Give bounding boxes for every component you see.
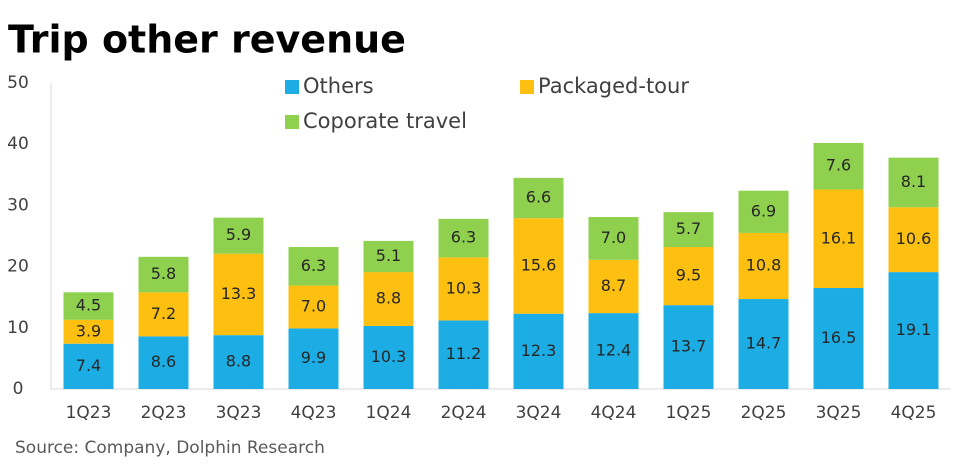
bar-segment	[588, 259, 639, 314]
bar-segment	[588, 217, 639, 260]
bar-segment	[588, 313, 639, 389]
value-label: 13.7	[671, 337, 707, 356]
legend-swatch	[285, 115, 299, 129]
bar-segment	[363, 240, 414, 273]
bar-segment	[63, 343, 114, 389]
value-label: 7.2	[151, 304, 176, 323]
x-tick-label: 1Q24	[366, 403, 412, 423]
value-label: 19.1	[896, 320, 932, 339]
bar-segment	[663, 305, 714, 389]
value-label: 6.3	[451, 228, 476, 247]
x-tick-label: 1Q23	[66, 403, 112, 423]
value-label: 8.8	[376, 289, 401, 308]
legend-swatch	[285, 80, 299, 94]
value-label: 6.6	[526, 188, 551, 207]
value-label: 8.7	[601, 276, 626, 295]
value-label: 10.8	[746, 255, 782, 274]
x-tick-label: 3Q23	[216, 403, 262, 423]
bar-segment	[138, 256, 189, 293]
value-label: 5.9	[226, 225, 251, 244]
bar-segment	[663, 212, 714, 248]
bar-segment	[438, 257, 489, 321]
y-tick-label: 10	[7, 318, 29, 338]
legend-label: Others	[303, 74, 374, 98]
value-label: 14.7	[746, 334, 782, 353]
x-tick-label: 2Q25	[741, 403, 787, 423]
value-label: 8.1	[901, 172, 926, 191]
bar-segment	[63, 292, 114, 320]
bar-segment	[738, 299, 789, 389]
value-label: 12.3	[521, 341, 557, 360]
bar-segment	[888, 157, 939, 208]
value-label: 5.1	[376, 246, 401, 265]
x-tick-label: 1Q25	[666, 403, 712, 423]
bar-segment	[438, 320, 489, 389]
x-tick-label: 4Q24	[591, 403, 637, 423]
bar-segment	[813, 142, 864, 190]
value-label: 7.0	[601, 228, 626, 247]
value-label: 8.6	[151, 352, 176, 371]
x-tick-label: 2Q24	[441, 403, 487, 423]
bar-segment	[813, 288, 864, 389]
value-label: 13.3	[221, 284, 257, 303]
y-tick-label: 40	[7, 134, 29, 154]
bar-segment	[513, 177, 564, 219]
value-label: 7.6	[826, 156, 851, 175]
x-tick-label: 3Q25	[816, 403, 862, 423]
bar-segment	[738, 232, 789, 300]
bar-segment	[513, 313, 564, 389]
value-label: 3.9	[76, 321, 101, 340]
bar-segment	[213, 335, 264, 389]
value-label: 10.3	[371, 347, 407, 366]
bar-segment	[438, 218, 489, 258]
value-label: 9.5	[676, 266, 701, 285]
bar-segment	[738, 190, 789, 233]
legend-label: Packaged-tour	[538, 74, 689, 98]
value-label: 6.3	[301, 256, 326, 275]
bar-segment	[288, 285, 339, 329]
bar-segment	[213, 217, 264, 254]
chart-title: Trip other revenue	[8, 18, 406, 62]
value-label: 7.0	[301, 296, 326, 315]
value-label: 9.9	[301, 348, 326, 367]
x-tick-label: 4Q23	[291, 403, 337, 423]
value-label: 10.3	[446, 278, 482, 297]
bar-segment	[288, 328, 339, 389]
value-label: 16.1	[821, 228, 857, 247]
x-tick-label: 4Q25	[891, 403, 937, 423]
legend-swatch	[520, 80, 534, 94]
bar-segment	[513, 218, 564, 314]
value-label: 12.4	[596, 341, 632, 360]
value-label: 8.8	[226, 352, 251, 371]
value-label: 10.6	[896, 229, 932, 248]
bar-segment	[888, 207, 939, 273]
bar-segment	[363, 272, 414, 326]
y-tick-label: 0	[13, 379, 24, 399]
x-tick-label: 3Q24	[516, 403, 562, 423]
bar-segment	[138, 336, 189, 389]
bar-segment	[813, 189, 864, 289]
value-label: 7.4	[76, 356, 101, 375]
y-tick-label: 20	[7, 257, 29, 277]
source-note: Source: Company, Dolphin Research	[15, 438, 325, 458]
value-label: 6.9	[751, 201, 776, 220]
bar-segment	[888, 272, 939, 389]
bar-segment	[663, 247, 714, 306]
value-label: 4.5	[76, 296, 101, 315]
value-label: 16.5	[821, 328, 857, 347]
value-label: 15.6	[521, 255, 557, 274]
bar-segment	[138, 292, 189, 337]
y-tick-label: 30	[7, 195, 29, 215]
value-label: 11.2	[446, 344, 482, 363]
bar-segment	[63, 319, 114, 344]
legend-label: Coporate travel	[303, 109, 467, 133]
x-tick-label: 2Q23	[141, 403, 187, 423]
value-label: 5.8	[151, 264, 176, 283]
value-label: 5.7	[676, 219, 701, 238]
y-tick-label: 50	[7, 73, 29, 93]
bar-segment	[288, 247, 339, 286]
bar-segment	[213, 253, 264, 336]
bar-segment	[363, 325, 414, 389]
